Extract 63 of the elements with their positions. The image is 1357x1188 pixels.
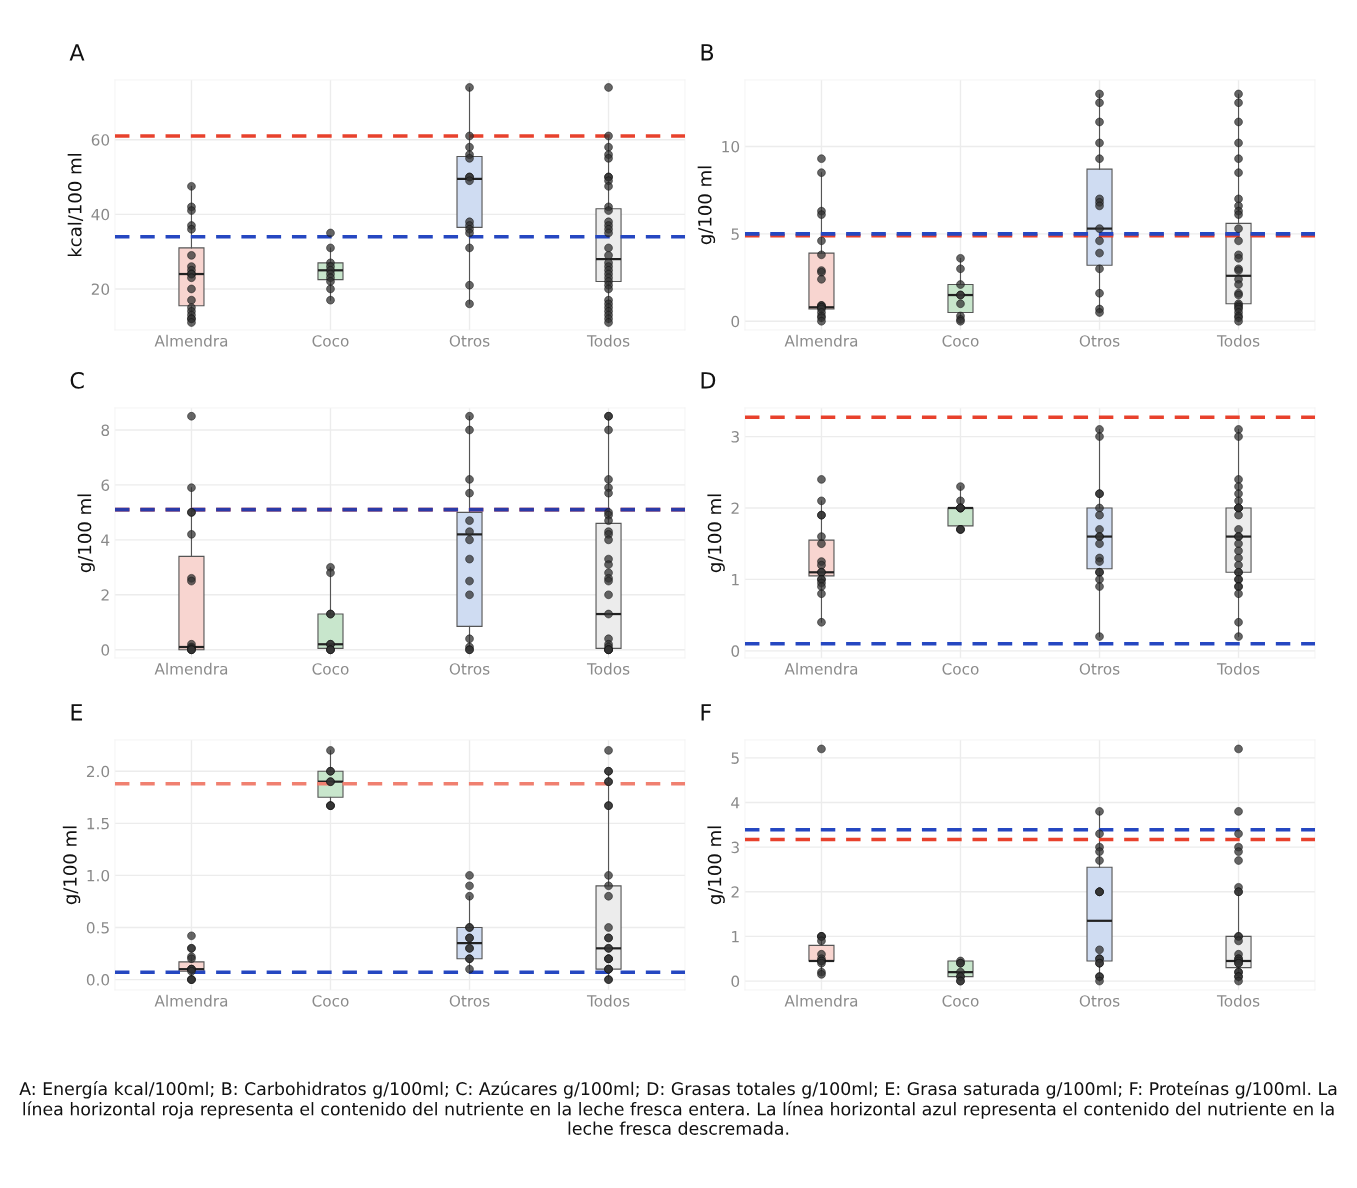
y-tick-label: 20 [91, 283, 110, 295]
x-tick-label: Almendra [784, 334, 858, 347]
text: A: Energía kcal/100ml; B: Carbohidratos g/100ml; C: Azúcares g/100ml; D: Grasas totales g/100ml; E: Grasa saturada g/100ml; F: Proteínas g/100ml. La línea horizontal roja representa el contenido del nutriente en la leche fresca entera. La línea horizontal azul representa el contenido del nutriente en la leche fresca descremada. [19, 1081, 1337, 1135]
chart-title: A [69, 44, 85, 61]
y-tick-label: 2 [731, 886, 739, 898]
y-tick-label: 0 [731, 645, 740, 657]
y-axis-title: g/100 ml [62, 826, 81, 905]
chart-title: D [701, 372, 716, 389]
y-tick-label: 1.0 [87, 869, 110, 882]
x-tick-label: Almendra [784, 994, 858, 1007]
x-tick-label: Coco [942, 995, 979, 1007]
y-tick-label: 10 [722, 140, 740, 153]
x-tick-label: Todos [1216, 994, 1260, 1007]
y-tick-label: 60 [91, 134, 110, 146]
x-tick-label: Coco [312, 335, 349, 347]
x-tick-label: Almendra [784, 662, 858, 675]
chart-title: E [71, 704, 83, 721]
y-tick-label: 4 [731, 797, 740, 809]
y-tick-label: 3 [731, 431, 739, 443]
x-tick-label: Otros [1079, 995, 1120, 1007]
y-tick-label: 0 [101, 644, 110, 656]
x-tick-label: Coco [312, 995, 349, 1007]
y-tick-label: 1 [732, 574, 739, 586]
y-axis-title: kcal/100 ml [67, 154, 84, 257]
y-tick-label: 0.5 [86, 921, 109, 934]
x-tick-label: Almendra [154, 662, 228, 675]
y-axis-title: g/100 ml [707, 494, 725, 573]
y-tick-label: 5 [731, 228, 739, 240]
x-tick-label: Otros [1079, 335, 1120, 347]
y-tick-label: 1 [732, 931, 739, 943]
chart-title: C [70, 371, 84, 389]
y-tick-label: 2 [731, 502, 739, 514]
y-tick-label: 40 [91, 208, 110, 221]
y-tick-label: 6 [101, 479, 110, 491]
x-tick-label: Almendra [154, 994, 228, 1007]
x-tick-label: Otros [1079, 663, 1120, 675]
x-tick-label: Todos [586, 662, 630, 675]
y-tick-label: 0 [731, 975, 740, 988]
x-tick-label: Todos [586, 334, 630, 347]
x-tick-label: Todos [1216, 662, 1260, 675]
x-tick-label: Otros [449, 995, 490, 1007]
x-tick-label: Coco [942, 663, 979, 675]
x-tick-label: Otros [449, 335, 490, 347]
x-tick-label: Todos [586, 994, 630, 1007]
x-tick-label: Coco [942, 335, 979, 347]
y-tick-label: 1.5 [87, 818, 109, 830]
chart-title: F [701, 704, 711, 721]
y-tick-label: 5 [731, 752, 739, 764]
x-tick-label: Almendra [154, 334, 228, 347]
y-axis-title: g/100 ml [697, 166, 716, 245]
x-tick-label: Otros [449, 663, 490, 675]
y-tick-label: 0 [731, 315, 740, 328]
y-tick-label: 3 [731, 841, 739, 854]
y-tick-label: 2.0 [86, 765, 110, 778]
x-tick-label: Todos [1216, 334, 1260, 347]
x-tick-label: Coco [312, 663, 349, 675]
y-axis-title: g/100 ml [77, 494, 95, 573]
y-tick-label: 0.0 [86, 974, 110, 986]
y-tick-label: 4 [101, 534, 110, 546]
chart-title: B [701, 44, 714, 61]
y-tick-label: 2 [101, 589, 109, 601]
y-axis-title: g/100 ml [707, 826, 725, 905]
y-tick-label: 8 [101, 424, 110, 436]
